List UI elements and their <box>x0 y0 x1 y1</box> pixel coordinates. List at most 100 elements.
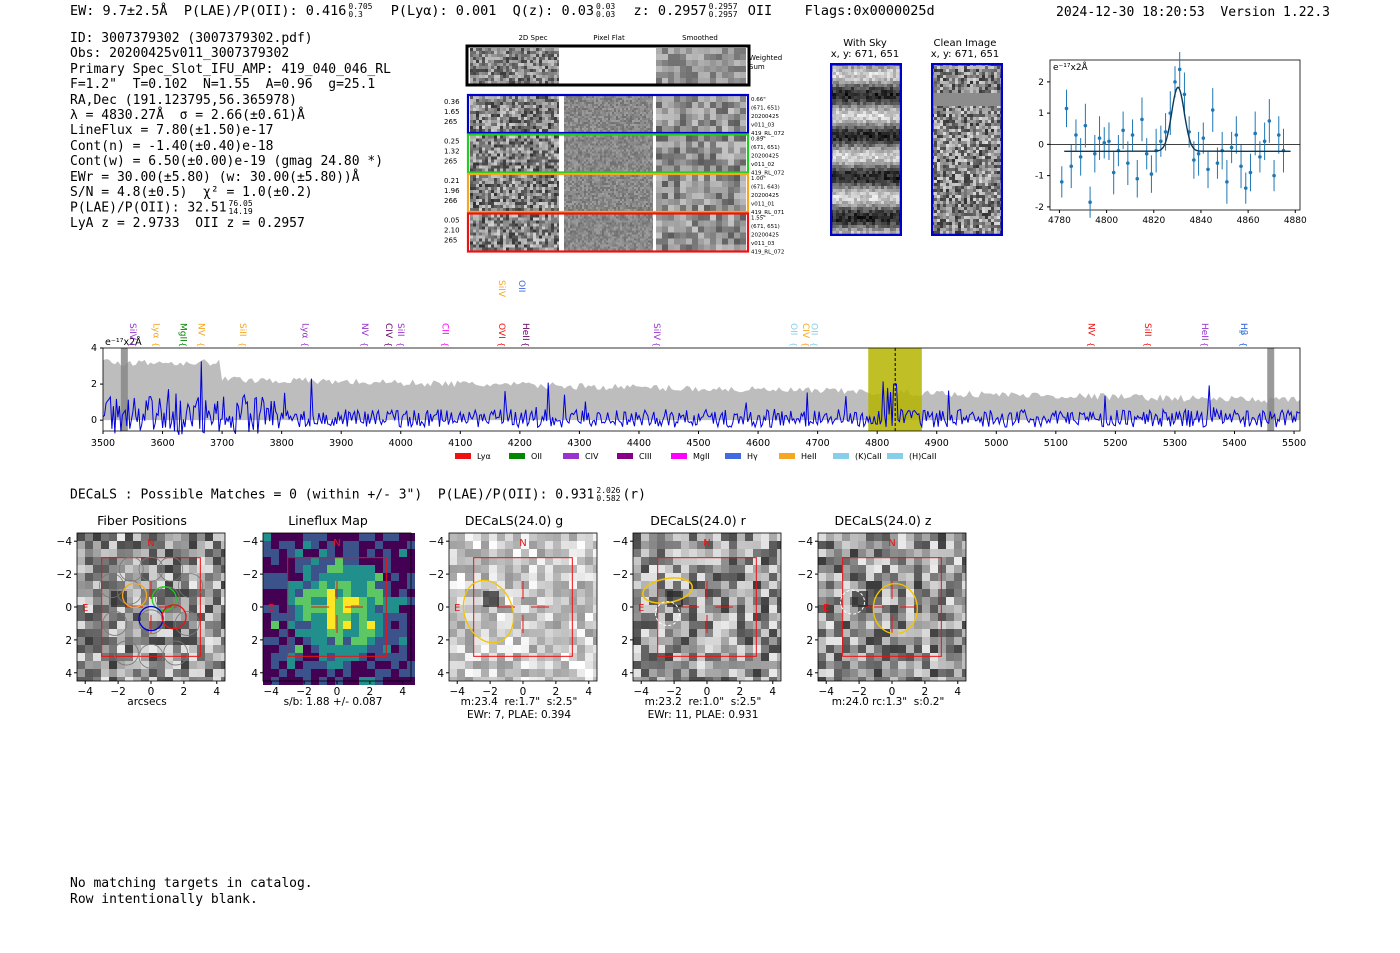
footer-line2: Row intentionally blank. <box>70 891 258 907</box>
panel-pixels <box>818 533 966 681</box>
panel-ytick-label: 2 <box>251 635 258 647</box>
info-cont-n: Cont(n) = -1.40(±0.40)e-18 <box>70 138 274 154</box>
zoom-data-point <box>1262 122 1267 160</box>
panel-ytick-label: −4 <box>798 536 814 548</box>
panel-ytick-label: 2 <box>621 635 628 647</box>
row-left-label: 0.25 <box>444 138 460 146</box>
row-frame <box>466 133 750 174</box>
info-plae-lo: 14.19 <box>228 207 253 217</box>
row-right-label: 20200425 <box>751 233 779 239</box>
emission-line-label: Lyα{ <box>300 323 310 347</box>
source-blob <box>483 591 499 607</box>
zoom-data-point <box>1234 116 1239 154</box>
catalog-ellipse <box>872 582 918 635</box>
spec-xtick-label: 4000 <box>389 438 413 449</box>
panel-ytick-label: 0 <box>621 602 628 614</box>
panel-caption: s/b: 1.88 +/- 0.087 <box>283 696 383 708</box>
spectrum-frame <box>102 347 1301 432</box>
with-sky-image <box>830 63 902 236</box>
row-right-label: (671, 651) <box>751 145 780 151</box>
spec-xtick-label: 3700 <box>210 438 234 449</box>
spec-xtick-label: 4200 <box>508 438 532 449</box>
decals-panel: Lineflux Map N E −4 4 −2 2 0 0 2 −2 4 −4 s/b: 1.88 +/… <box>233 510 423 725</box>
spec-xtick-label: 3900 <box>329 438 353 449</box>
version: Version 1.22.3 <box>1220 5 1330 20</box>
row-right-label: (671, 651) <box>751 106 780 112</box>
catalog-footer: No matching targets in catalog. Row inten… <box>70 876 313 907</box>
row-left-label: 265 <box>444 158 457 166</box>
panel-xtick-label: −4 <box>77 686 93 698</box>
emission-line-label: CIV{ <box>383 323 393 347</box>
spec-xtick-label: 5100 <box>1044 438 1068 449</box>
clean-image <box>931 63 1003 236</box>
z-line: OII <box>747 3 773 19</box>
spec-xtick-label: 5200 <box>1103 438 1127 449</box>
panel-xtick-label: 2 <box>922 686 929 698</box>
zoom-data-point <box>1243 172 1248 204</box>
z-hi: 0.2957 <box>708 2 738 11</box>
zoom-data-point <box>1272 160 1276 192</box>
row-left-label: 0.21 <box>444 177 460 185</box>
detection-info: ID: 3007379302 (3007379302.pdf) Obs: 2020… <box>70 31 391 232</box>
timestamp: 2024-12-30 18:20:53 <box>1056 5 1205 20</box>
aperture-box <box>842 557 942 657</box>
clean-image-title: Clean Image <box>933 38 997 49</box>
masked-band <box>931 93 1003 106</box>
catalog-ellipse <box>462 579 515 644</box>
zoom-xtick-label: 4860 <box>1237 216 1260 226</box>
compass-e: E <box>82 603 88 614</box>
compass-e: E <box>638 603 644 614</box>
emission-line-label: Hγ{ <box>1238 323 1248 347</box>
zoom-data-point <box>1135 160 1140 198</box>
emission-line-label: OII{ <box>809 323 819 347</box>
panel-caption: arcsecs <box>127 696 167 708</box>
zoom-data-point <box>1111 150 1116 195</box>
panel-ytick-label: 0 <box>806 602 813 614</box>
zoom-data-point <box>1078 138 1083 176</box>
row-right-label: v011_03 <box>751 123 775 129</box>
row-left-label: 0.36 <box>444 98 460 106</box>
info-radec: RA,Dec (191.123795,56.365978) <box>70 92 297 108</box>
panel-title: DECaLS(24.0) g <box>464 513 564 528</box>
row-2dspec <box>470 175 559 211</box>
z-value: z: 0.2957 <box>633 3 707 19</box>
panel-caption: m:24.0 rc:1.3" s:0.2" <box>831 696 945 708</box>
decals-panel: DECaLS(24.0) r N E −4 4 −2 2 0 0 2 −2 4 −4 m:23.2 re:… <box>603 510 793 725</box>
masked-region <box>120 348 128 431</box>
panel-ytick-label: 4 <box>621 668 628 680</box>
plya-value: P(Lyα): 0.001 <box>390 3 497 19</box>
panel-xtick-label: 0 <box>520 686 527 698</box>
zoom-xtick-label: 4840 <box>1189 216 1212 226</box>
zoom-data-point <box>1206 150 1210 189</box>
panel-image: N E −4 4 −2 2 0 0 2 −2 4 −4 <box>798 532 967 698</box>
panel-title: Lineflux Map <box>288 513 368 528</box>
legend-entry: Hγ <box>725 452 758 461</box>
row-right-label: v011_03 <box>751 241 775 247</box>
panel-caption-2: EWr: 11, PLAE: 0.931 <box>647 709 759 721</box>
zoom-data-point <box>1097 116 1102 160</box>
zoom-data-point <box>1074 119 1078 151</box>
catalog-ellipse <box>642 577 693 604</box>
panel-ytick-label: −4 <box>243 536 259 548</box>
panel-ytick-label: 2 <box>437 635 444 647</box>
row-right-label: 419_RL_072 <box>751 131 784 137</box>
panel-xtick-label: −4 <box>633 686 649 698</box>
row-smoothed <box>656 175 746 211</box>
info-plae-hi: 76.05 <box>228 199 253 209</box>
legend-entry: CIII <box>617 452 652 461</box>
zoom-data-point <box>1248 153 1253 192</box>
spec-ylabel: e⁻¹⁷x2Å <box>105 336 142 348</box>
gaussian-fit-line <box>1064 86 1291 152</box>
info-lya-z: LyA z = 2.9733 OII z = 0.2957 <box>70 216 305 232</box>
panel-xtick-label: −2 <box>482 686 497 698</box>
decals-summary: DECaLS : Possible Matches = 0 (within +/… <box>70 487 646 503</box>
primary-fiber <box>121 582 148 609</box>
zoom-data-point <box>1201 122 1206 154</box>
weighted-pixelflat <box>564 48 653 84</box>
spec-xtick-label: 5400 <box>1222 438 1246 449</box>
panel-ytick-label: −2 <box>429 569 444 581</box>
panel-caption: m:23.2 re:1.0" s:2.5" <box>644 696 762 708</box>
zoom-data-point <box>1196 131 1201 176</box>
zoom-data-point <box>1215 147 1220 179</box>
emission-line-label: CII{ <box>439 323 449 347</box>
